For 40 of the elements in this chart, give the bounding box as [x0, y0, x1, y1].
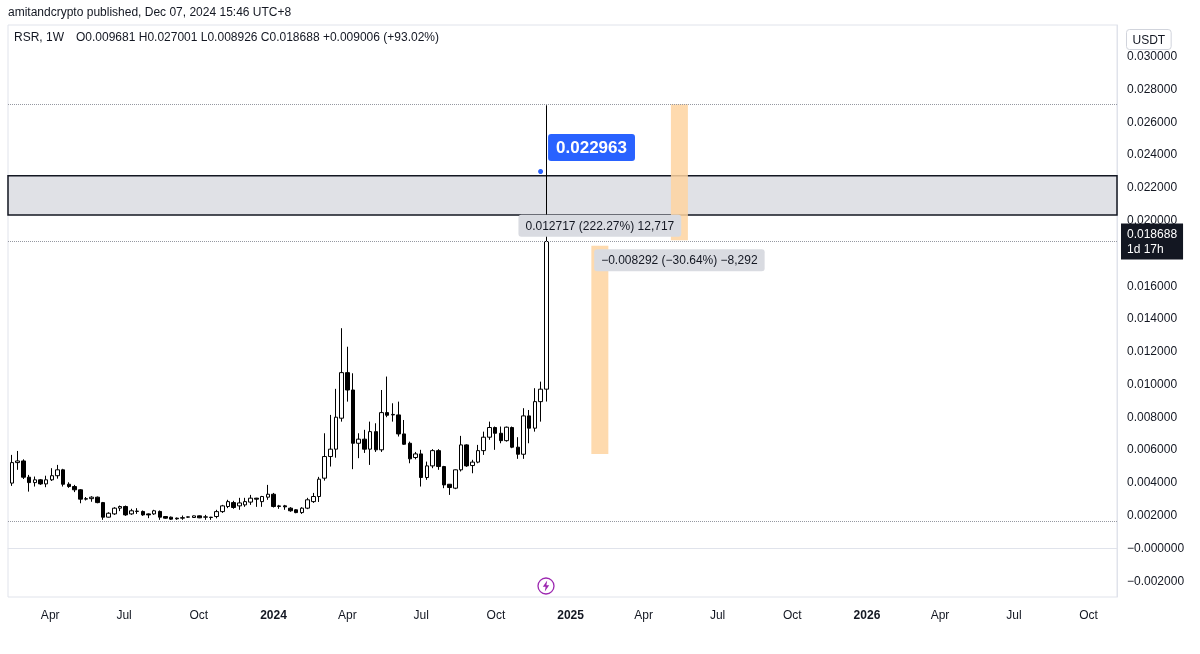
x-tick-label: Oct	[1079, 608, 1099, 622]
y-tick-label: 0.024000	[1127, 147, 1178, 162]
x-tick-label: Apr	[40, 608, 60, 622]
x-tick-label: Jul	[413, 608, 429, 622]
x-tick-label: Apr	[338, 608, 357, 622]
y-tick-label: 0.016000	[1127, 278, 1178, 293]
x-tick-label: Jul	[709, 608, 726, 622]
text: amitandcrypto published, Dec 07, 2024 15:46 UTC+8	[8, 5, 292, 19]
y-axis-title: USDT	[1132, 32, 1166, 47]
chart-title: RSR, 1W	[14, 30, 65, 44]
x-tick-label: Apr	[634, 608, 654, 622]
data-label: −0.008292 (−30.64%) −8,292	[601, 253, 758, 268]
x-tick-label: Oct	[486, 608, 506, 622]
x-tick-label: Oct	[189, 608, 209, 622]
y-tick-label: 0.026000	[1127, 114, 1178, 129]
y-tick-label: 0.030000	[1127, 49, 1178, 64]
candlestick	[283, 504, 287, 511]
y-tick-label: −0.000000	[1127, 540, 1185, 555]
y-tick-label: 0.022000	[1127, 180, 1178, 195]
x-tick-label: Jul	[116, 608, 132, 622]
y-tick-label: 0.010000	[1127, 376, 1178, 391]
y-tick-label: 0.004000	[1127, 475, 1178, 490]
ref-line-label: 0.018688 1d 17h	[1127, 227, 1178, 257]
y-tick-label: 0.002000	[1127, 508, 1178, 523]
x-tick-label: 2026	[853, 608, 881, 622]
x-tick-label: Apr	[930, 608, 950, 622]
y-tick-label: −0.002000	[1127, 573, 1185, 588]
data-label: 0.012717 (222.27%) 12,717	[525, 218, 675, 233]
annotation: 0.022963	[556, 137, 627, 157]
y-tick-label: 0.012000	[1127, 344, 1178, 359]
y-tick-label: 0.008000	[1127, 409, 1178, 424]
x-tick-label: 2025	[557, 608, 585, 622]
x-tick-label: 2024	[260, 608, 288, 622]
y-tick-label: 0.020000	[1127, 213, 1178, 228]
y-tick-label: 0.028000	[1127, 81, 1178, 96]
x-tick-label: Oct	[782, 608, 803, 622]
x-tick-label: Jul	[1006, 608, 1022, 622]
y-tick-label: 0.014000	[1127, 311, 1178, 326]
y-tick-label: 0.006000	[1127, 442, 1178, 457]
chart-subtitle: O0.009681 H0.027001 L0.008926 C0.018688 +0.009006 (+93.02%)	[76, 30, 439, 44]
